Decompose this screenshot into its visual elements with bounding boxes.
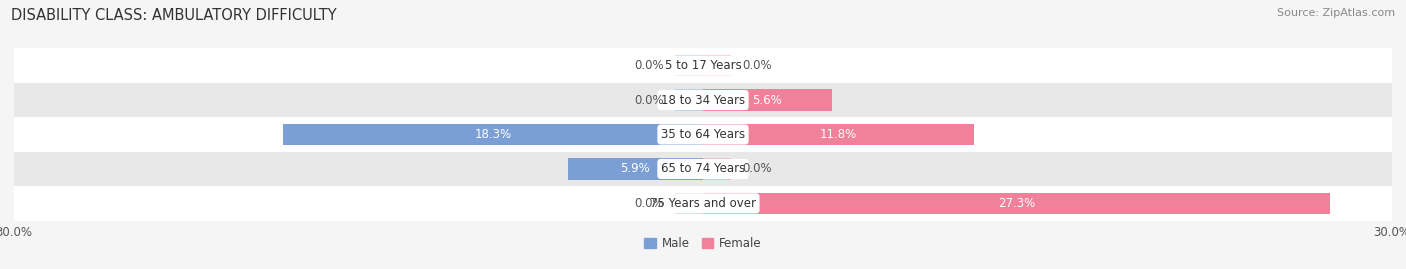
- Text: 75 Years and over: 75 Years and over: [650, 197, 756, 210]
- Bar: [703, 158, 731, 180]
- Bar: [14, 152, 1392, 186]
- Text: 27.3%: 27.3%: [998, 197, 1035, 210]
- Text: 35 to 64 Years: 35 to 64 Years: [661, 128, 745, 141]
- Text: Source: ZipAtlas.com: Source: ZipAtlas.com: [1277, 8, 1395, 18]
- Bar: [675, 193, 703, 214]
- Bar: [675, 55, 703, 76]
- Text: DISABILITY CLASS: AMBULATORY DIFFICULTY: DISABILITY CLASS: AMBULATORY DIFFICULTY: [11, 8, 337, 23]
- Bar: [14, 83, 1392, 117]
- Text: 5 to 17 Years: 5 to 17 Years: [665, 59, 741, 72]
- Text: 0.0%: 0.0%: [634, 59, 664, 72]
- Text: 65 to 74 Years: 65 to 74 Years: [661, 162, 745, 175]
- Text: 5.9%: 5.9%: [620, 162, 650, 175]
- Text: 0.0%: 0.0%: [742, 162, 772, 175]
- Bar: [568, 158, 703, 180]
- Text: 18.3%: 18.3%: [474, 128, 512, 141]
- Text: 0.0%: 0.0%: [634, 94, 664, 107]
- Text: 11.8%: 11.8%: [820, 128, 858, 141]
- Bar: [675, 89, 703, 111]
- Text: 0.0%: 0.0%: [634, 197, 664, 210]
- Bar: [703, 55, 731, 76]
- Bar: [703, 89, 831, 111]
- Text: 0.0%: 0.0%: [742, 59, 772, 72]
- Bar: [703, 193, 1330, 214]
- Bar: [703, 124, 974, 145]
- Bar: [14, 48, 1392, 83]
- Bar: [283, 124, 703, 145]
- Text: 18 to 34 Years: 18 to 34 Years: [661, 94, 745, 107]
- Bar: [14, 186, 1392, 221]
- Bar: [14, 117, 1392, 152]
- Legend: Male, Female: Male, Female: [641, 235, 765, 253]
- Text: 5.6%: 5.6%: [752, 94, 782, 107]
